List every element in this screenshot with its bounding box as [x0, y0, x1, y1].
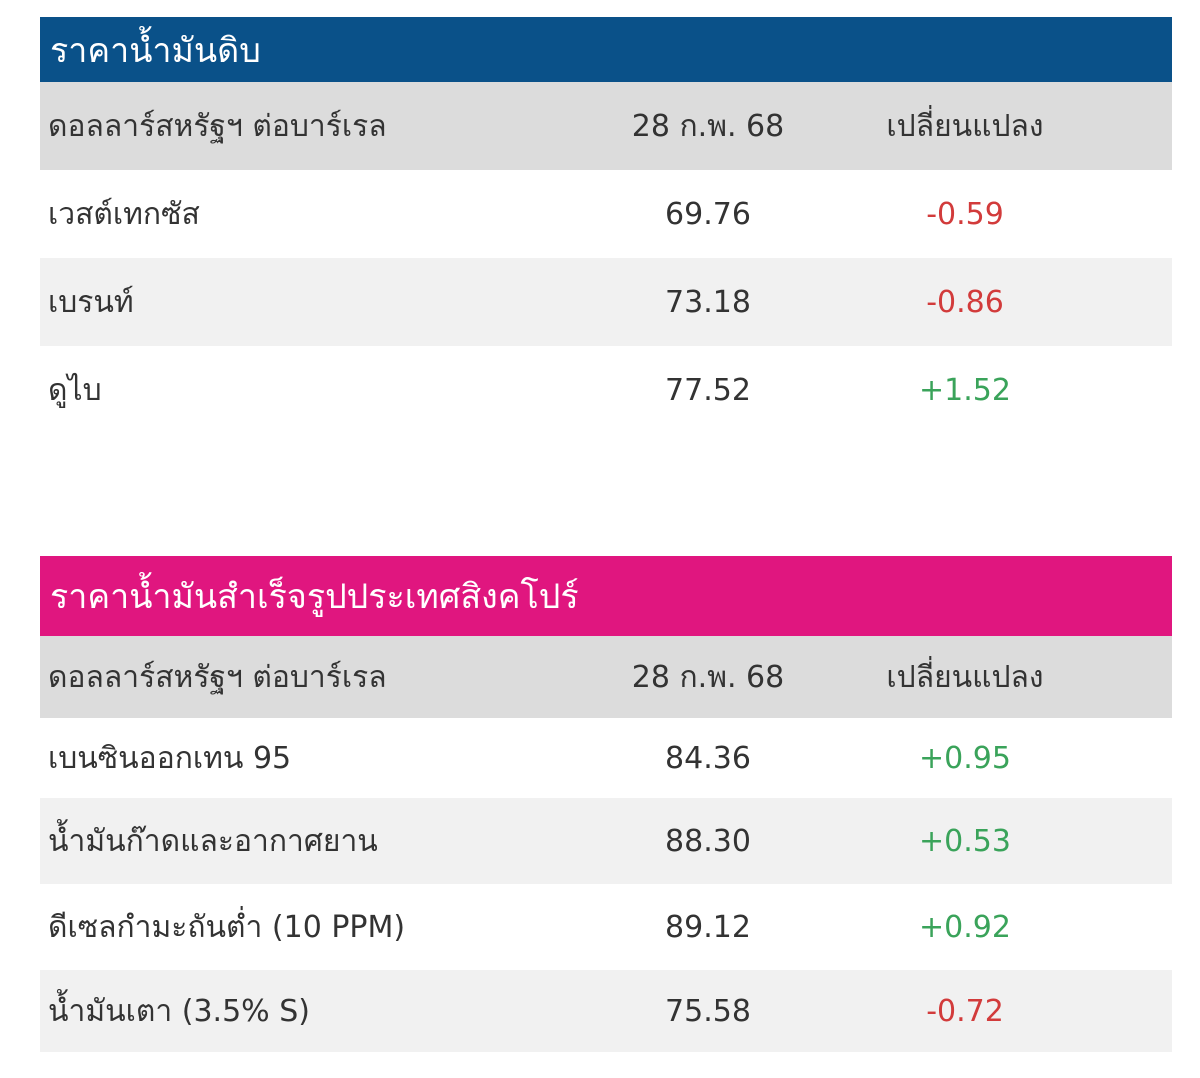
change: +0.92 [919, 909, 1011, 945]
oil-name: เวสต์เทกซัส [48, 196, 200, 232]
table-row: ดูไบ 77.52 +1.52 [40, 346, 1172, 434]
date-header: 28 ก.พ. 68 [631, 108, 785, 144]
table-row: เวสต์เทกซัส 69.76 -0.59 [40, 170, 1172, 258]
change: -0.86 [926, 284, 1004, 320]
price: 84.36 [665, 740, 751, 776]
price: 75.58 [665, 993, 751, 1029]
table-row: เบรนท์ 73.18 -0.86 [40, 258, 1172, 346]
header-row: ดอลลาร์สหรัฐฯ ต่อบาร์เรล 28 ก.พ. 68 เปลี… [40, 82, 1172, 170]
price: 77.52 [665, 372, 751, 408]
price: 89.12 [665, 909, 751, 945]
crude-oil-table: ราคาน้ำมันดิบ ดอลลาร์สหรัฐฯ ต่อบาร์เรล 2… [40, 17, 1172, 434]
date-header: 28 ก.พ. 68 [631, 659, 785, 695]
crude-oil-title: ราคาน้ำมันดิบ [40, 17, 1172, 82]
change: +1.52 [919, 372, 1011, 408]
oil-name: น้ำมันก๊าดและอากาศยาน [48, 823, 378, 859]
price: 88.30 [665, 823, 751, 859]
refined-oil-title: ราคาน้ำมันสำเร็จรูปประเทศสิงคโปร์ [40, 556, 1172, 636]
change-header: เปลี่ยนแปลง [886, 659, 1044, 695]
oil-name: น้ำมันเตา (3.5% S) [48, 993, 310, 1029]
table-row: ดีเซลกำมะถันต่ำ (10 PPM) 89.12 +0.92 [40, 884, 1172, 970]
unit-header: ดอลลาร์สหรัฐฯ ต่อบาร์เรล [48, 659, 387, 695]
oil-name: ดีเซลกำมะถันต่ำ (10 PPM) [48, 909, 406, 945]
change: +0.95 [919, 740, 1011, 776]
change-header: เปลี่ยนแปลง [886, 108, 1044, 144]
oil-name: ดูไบ [48, 372, 102, 408]
table-row: เบนซินออกเทน 95 84.36 +0.95 [40, 718, 1172, 798]
header-row: ดอลลาร์สหรัฐฯ ต่อบาร์เรล 28 ก.พ. 68 เปลี… [40, 636, 1172, 718]
unit-header: ดอลลาร์สหรัฐฯ ต่อบาร์เรล [48, 108, 387, 144]
refined-oil-table: ราคาน้ำมันสำเร็จรูปประเทศสิงคโปร์ ดอลลาร… [40, 556, 1172, 1052]
change: -0.72 [926, 993, 1004, 1029]
table-row: น้ำมันก๊าดและอากาศยาน 88.30 +0.53 [40, 798, 1172, 884]
table-row: น้ำมันเตา (3.5% S) 75.58 -0.72 [40, 970, 1172, 1052]
change: +0.53 [919, 823, 1011, 859]
oil-name: เบรนท์ [48, 284, 134, 320]
price: 69.76 [665, 196, 751, 232]
price: 73.18 [665, 284, 751, 320]
change: -0.59 [926, 196, 1004, 232]
oil-name: เบนซินออกเทน 95 [48, 740, 292, 776]
